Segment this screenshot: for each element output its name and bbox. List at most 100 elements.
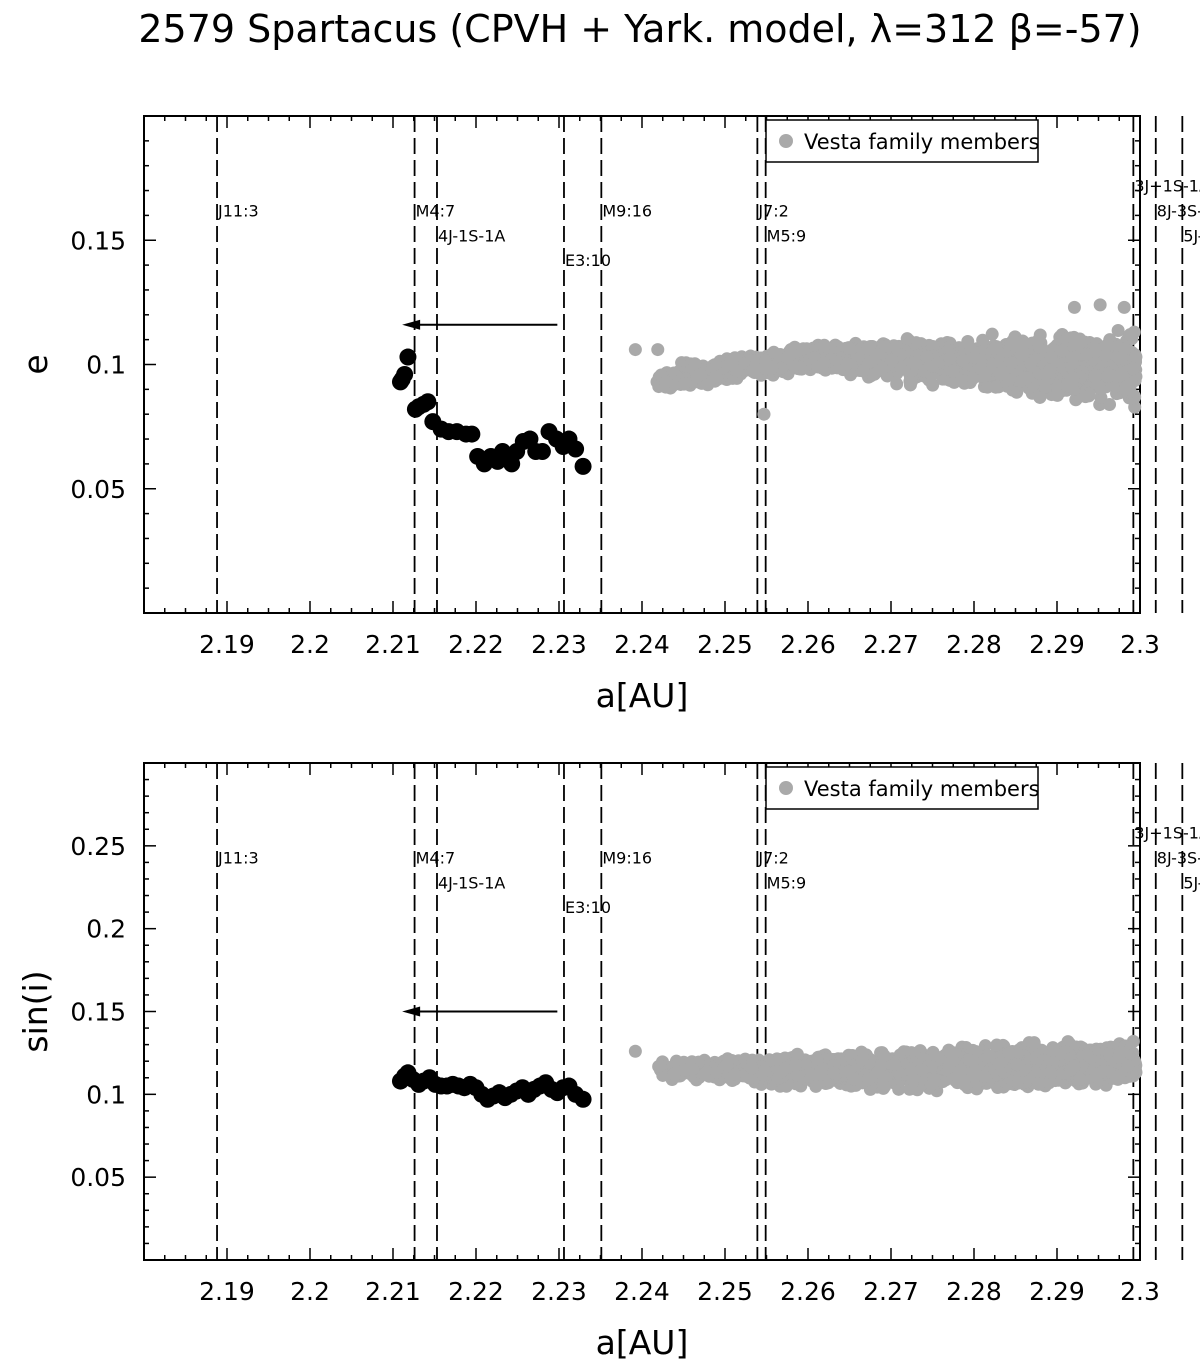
family-member-point — [816, 1063, 830, 1077]
spartacus-point — [567, 440, 585, 458]
family-member-point — [936, 372, 950, 386]
family-member-point — [817, 356, 831, 370]
family-member-point — [758, 354, 772, 368]
x-tick-label: 2.22 — [448, 1277, 504, 1306]
spartacus-track — [391, 1064, 592, 1108]
resonance-label: J11:3 — [217, 848, 259, 867]
family-member-point — [878, 1079, 892, 1093]
family-member-point — [1020, 371, 1034, 385]
family-member-point — [749, 358, 763, 372]
spartacus-point — [419, 393, 437, 411]
family-member-point — [1005, 356, 1019, 370]
legend-box — [765, 119, 1039, 163]
vesta-family-cloud — [628, 298, 1143, 421]
x-tick-label: 2.2 — [290, 630, 330, 659]
spartacus-point — [574, 457, 592, 475]
family-member-point — [767, 345, 781, 359]
family-member-point — [1126, 362, 1140, 376]
family-member-point — [874, 1059, 888, 1073]
x-tick-label: 2.23 — [531, 1277, 587, 1306]
family-member-point — [744, 1071, 758, 1085]
family-member-point — [1006, 333, 1020, 347]
family-member-point — [694, 368, 708, 382]
legend-marker — [779, 781, 793, 795]
legend-box — [765, 766, 1039, 810]
family-member-point — [927, 1072, 941, 1086]
family-member-point — [990, 1038, 1004, 1052]
family-member-point — [790, 1068, 804, 1082]
x-tick-label: 2.3 — [1120, 1277, 1160, 1306]
resonance-label: M4:7 — [416, 848, 456, 867]
e-vs-a-panel: 2.19 2.2 2.21 2.22 2.23 2.24 2.25 2.26 2.27 2.28 2… — [16, 115, 1200, 715]
x-tick-label: 2.25 — [697, 1277, 753, 1306]
family-member-point — [1073, 1072, 1087, 1086]
family-member-point — [877, 1049, 891, 1063]
x-tick-label: 2.28 — [946, 630, 1002, 659]
family-member-point — [1115, 1045, 1129, 1059]
spartacus-point — [463, 425, 481, 443]
family-member-point — [1042, 1076, 1056, 1090]
family-member-point — [1055, 344, 1069, 358]
resonance-label: 4J-1S-1A — [438, 226, 505, 245]
family-member-point — [667, 1067, 681, 1081]
family-member-point — [925, 359, 939, 373]
family-member-point — [1069, 393, 1083, 407]
x-tick-label: 2.2 — [290, 1277, 330, 1306]
family-member-point — [1079, 390, 1093, 404]
family-member-point — [954, 1064, 968, 1078]
resonance-label: 5J-4S-1A — [1183, 226, 1200, 245]
family-member-point — [757, 407, 771, 421]
y-tick-label: 0.2 — [86, 915, 126, 944]
legend-label: Vesta family members — [804, 777, 1040, 801]
family-member-point — [985, 327, 999, 341]
family-member-point — [906, 1072, 920, 1086]
resonance-label: M9:16 — [602, 201, 652, 220]
family-member-point — [781, 350, 795, 364]
family-member-point — [1031, 334, 1045, 348]
family-member-point — [628, 343, 642, 357]
family-member-point — [1103, 398, 1117, 412]
family-member-point — [796, 342, 810, 356]
resonance-label: E3:10 — [565, 898, 611, 917]
spartacus-track — [391, 348, 592, 475]
family-member-point — [983, 1049, 997, 1063]
vesta-family-cloud — [628, 1034, 1143, 1098]
family-member-point — [855, 1053, 869, 1067]
family-member-point — [1129, 350, 1143, 364]
family-member-point — [956, 354, 970, 368]
family-member-point — [973, 361, 987, 375]
family-member-point — [964, 371, 978, 385]
resonance-label: 3J+1S-1A — [1134, 177, 1200, 196]
family-member-point — [720, 1058, 734, 1072]
y-axis-label: sin(i) — [16, 970, 55, 1052]
family-member-point — [1024, 357, 1038, 371]
family-member-point — [1111, 324, 1125, 338]
family-member-point — [1031, 1077, 1045, 1091]
x-tick-label: 2.23 — [531, 630, 587, 659]
resonance-label: M4:7 — [416, 201, 456, 220]
drift-arrow-head — [402, 319, 421, 330]
family-member-point — [774, 1065, 788, 1079]
family-member-point — [958, 1078, 972, 1092]
y-tick-label: 0.1 — [86, 1080, 126, 1109]
family-member-point — [875, 362, 889, 376]
family-member-point — [1121, 1059, 1135, 1073]
family-member-point — [968, 1063, 982, 1077]
family-member-point — [1010, 1058, 1024, 1072]
spartacus-point — [533, 442, 551, 460]
family-member-point — [1027, 1036, 1041, 1050]
resonance-label: J7:2 — [757, 848, 788, 867]
spartacus-point — [574, 1090, 592, 1108]
family-member-point — [1041, 366, 1055, 380]
family-member-point — [1046, 1056, 1060, 1070]
family-member-point — [1099, 348, 1113, 362]
family-member-point — [1118, 382, 1132, 396]
x-axis-label: a[AU] — [596, 676, 689, 715]
family-member-point — [1117, 300, 1131, 314]
resonance-label: J7:2 — [757, 201, 788, 220]
family-member-point — [1067, 300, 1081, 314]
family-member-point — [915, 1063, 929, 1077]
resonance-label: 8J-3S-2A — [1157, 201, 1200, 220]
family-member-point — [943, 351, 957, 365]
family-member-point — [992, 1057, 1006, 1071]
